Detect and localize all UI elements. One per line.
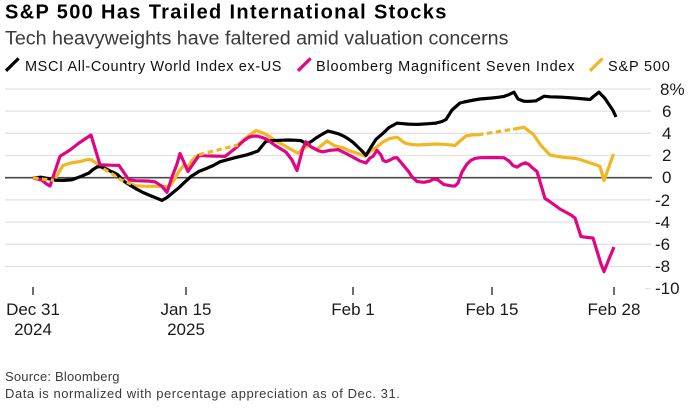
- svg-text:2: 2: [662, 146, 671, 165]
- svg-text:8%: 8%: [660, 80, 685, 99]
- svg-text:2025: 2025: [167, 320, 205, 339]
- svg-text:Jan 15: Jan 15: [160, 300, 211, 319]
- svg-text:Feb 28: Feb 28: [588, 300, 641, 319]
- svg-text:2024: 2024: [14, 320, 52, 339]
- svg-text:6: 6: [662, 102, 671, 121]
- svg-text:Source: Bloomberg: Source: Bloomberg: [5, 369, 120, 384]
- svg-text:Tech heavyweights have faltere: Tech heavyweights have faltered amid val…: [5, 27, 509, 49]
- svg-text:4: 4: [662, 124, 671, 143]
- svg-text:Bloomberg Magnificent Seven In: Bloomberg Magnificent Seven Index: [316, 59, 575, 75]
- svg-text:Dec 31: Dec 31: [6, 300, 60, 319]
- svg-text:-10: -10: [655, 279, 680, 298]
- svg-text:Feb 15: Feb 15: [466, 300, 519, 319]
- svg-text:-6: -6: [655, 235, 670, 254]
- svg-text:0: 0: [662, 168, 671, 187]
- svg-text:Data is normalized with percen: Data is normalized with percentage appre…: [5, 386, 400, 401]
- svg-text:-4: -4: [655, 213, 670, 232]
- svg-text:-2: -2: [655, 191, 670, 210]
- svg-text:MSCI All-Country World Index e: MSCI All-Country World Index ex-US: [25, 59, 282, 75]
- svg-text:S&P 500 Has Trailed Internatio: S&P 500 Has Trailed International Stocks: [5, 1, 448, 23]
- svg-text:S&P 500: S&P 500: [608, 59, 671, 75]
- svg-text:-8: -8: [655, 257, 670, 276]
- svg-text:Feb 1: Feb 1: [331, 300, 374, 319]
